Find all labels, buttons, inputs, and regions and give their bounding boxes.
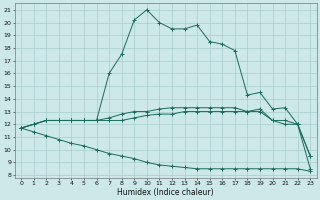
X-axis label: Humidex (Indice chaleur): Humidex (Indice chaleur) (117, 188, 214, 197)
